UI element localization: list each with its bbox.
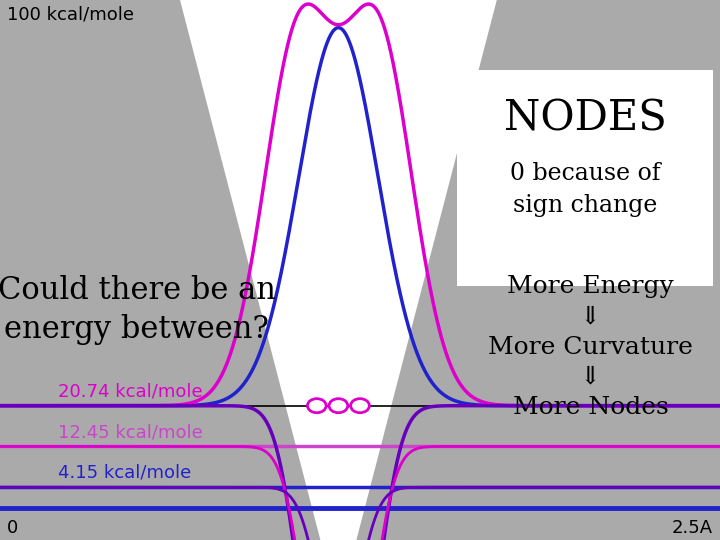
Text: 100 kcal/mole: 100 kcal/mole (7, 5, 134, 23)
Circle shape (307, 399, 326, 413)
Text: 0 because of
sign change: 0 because of sign change (510, 162, 660, 217)
Text: 4.15 kcal/mole: 4.15 kcal/mole (58, 464, 191, 482)
Text: 12.45 kcal/mole: 12.45 kcal/mole (58, 423, 202, 441)
Bar (457, 70, 713, 286)
Text: More Energy
⇓
More Curvature
⇓
More Nodes: More Energy ⇓ More Curvature ⇓ More Node… (488, 275, 693, 419)
Text: NODES: NODES (503, 97, 667, 139)
Circle shape (351, 399, 369, 413)
Circle shape (329, 399, 348, 413)
Text: 20.74 kcal/mole: 20.74 kcal/mole (58, 382, 202, 400)
Bar (497, 0, 720, 540)
Bar (0, 0, 180, 540)
Text: 0: 0 (7, 519, 19, 537)
Text: Could there be an
energy between?: Could there be an energy between? (0, 275, 276, 345)
Polygon shape (180, 0, 497, 540)
Text: 2.5A: 2.5A (672, 519, 713, 537)
